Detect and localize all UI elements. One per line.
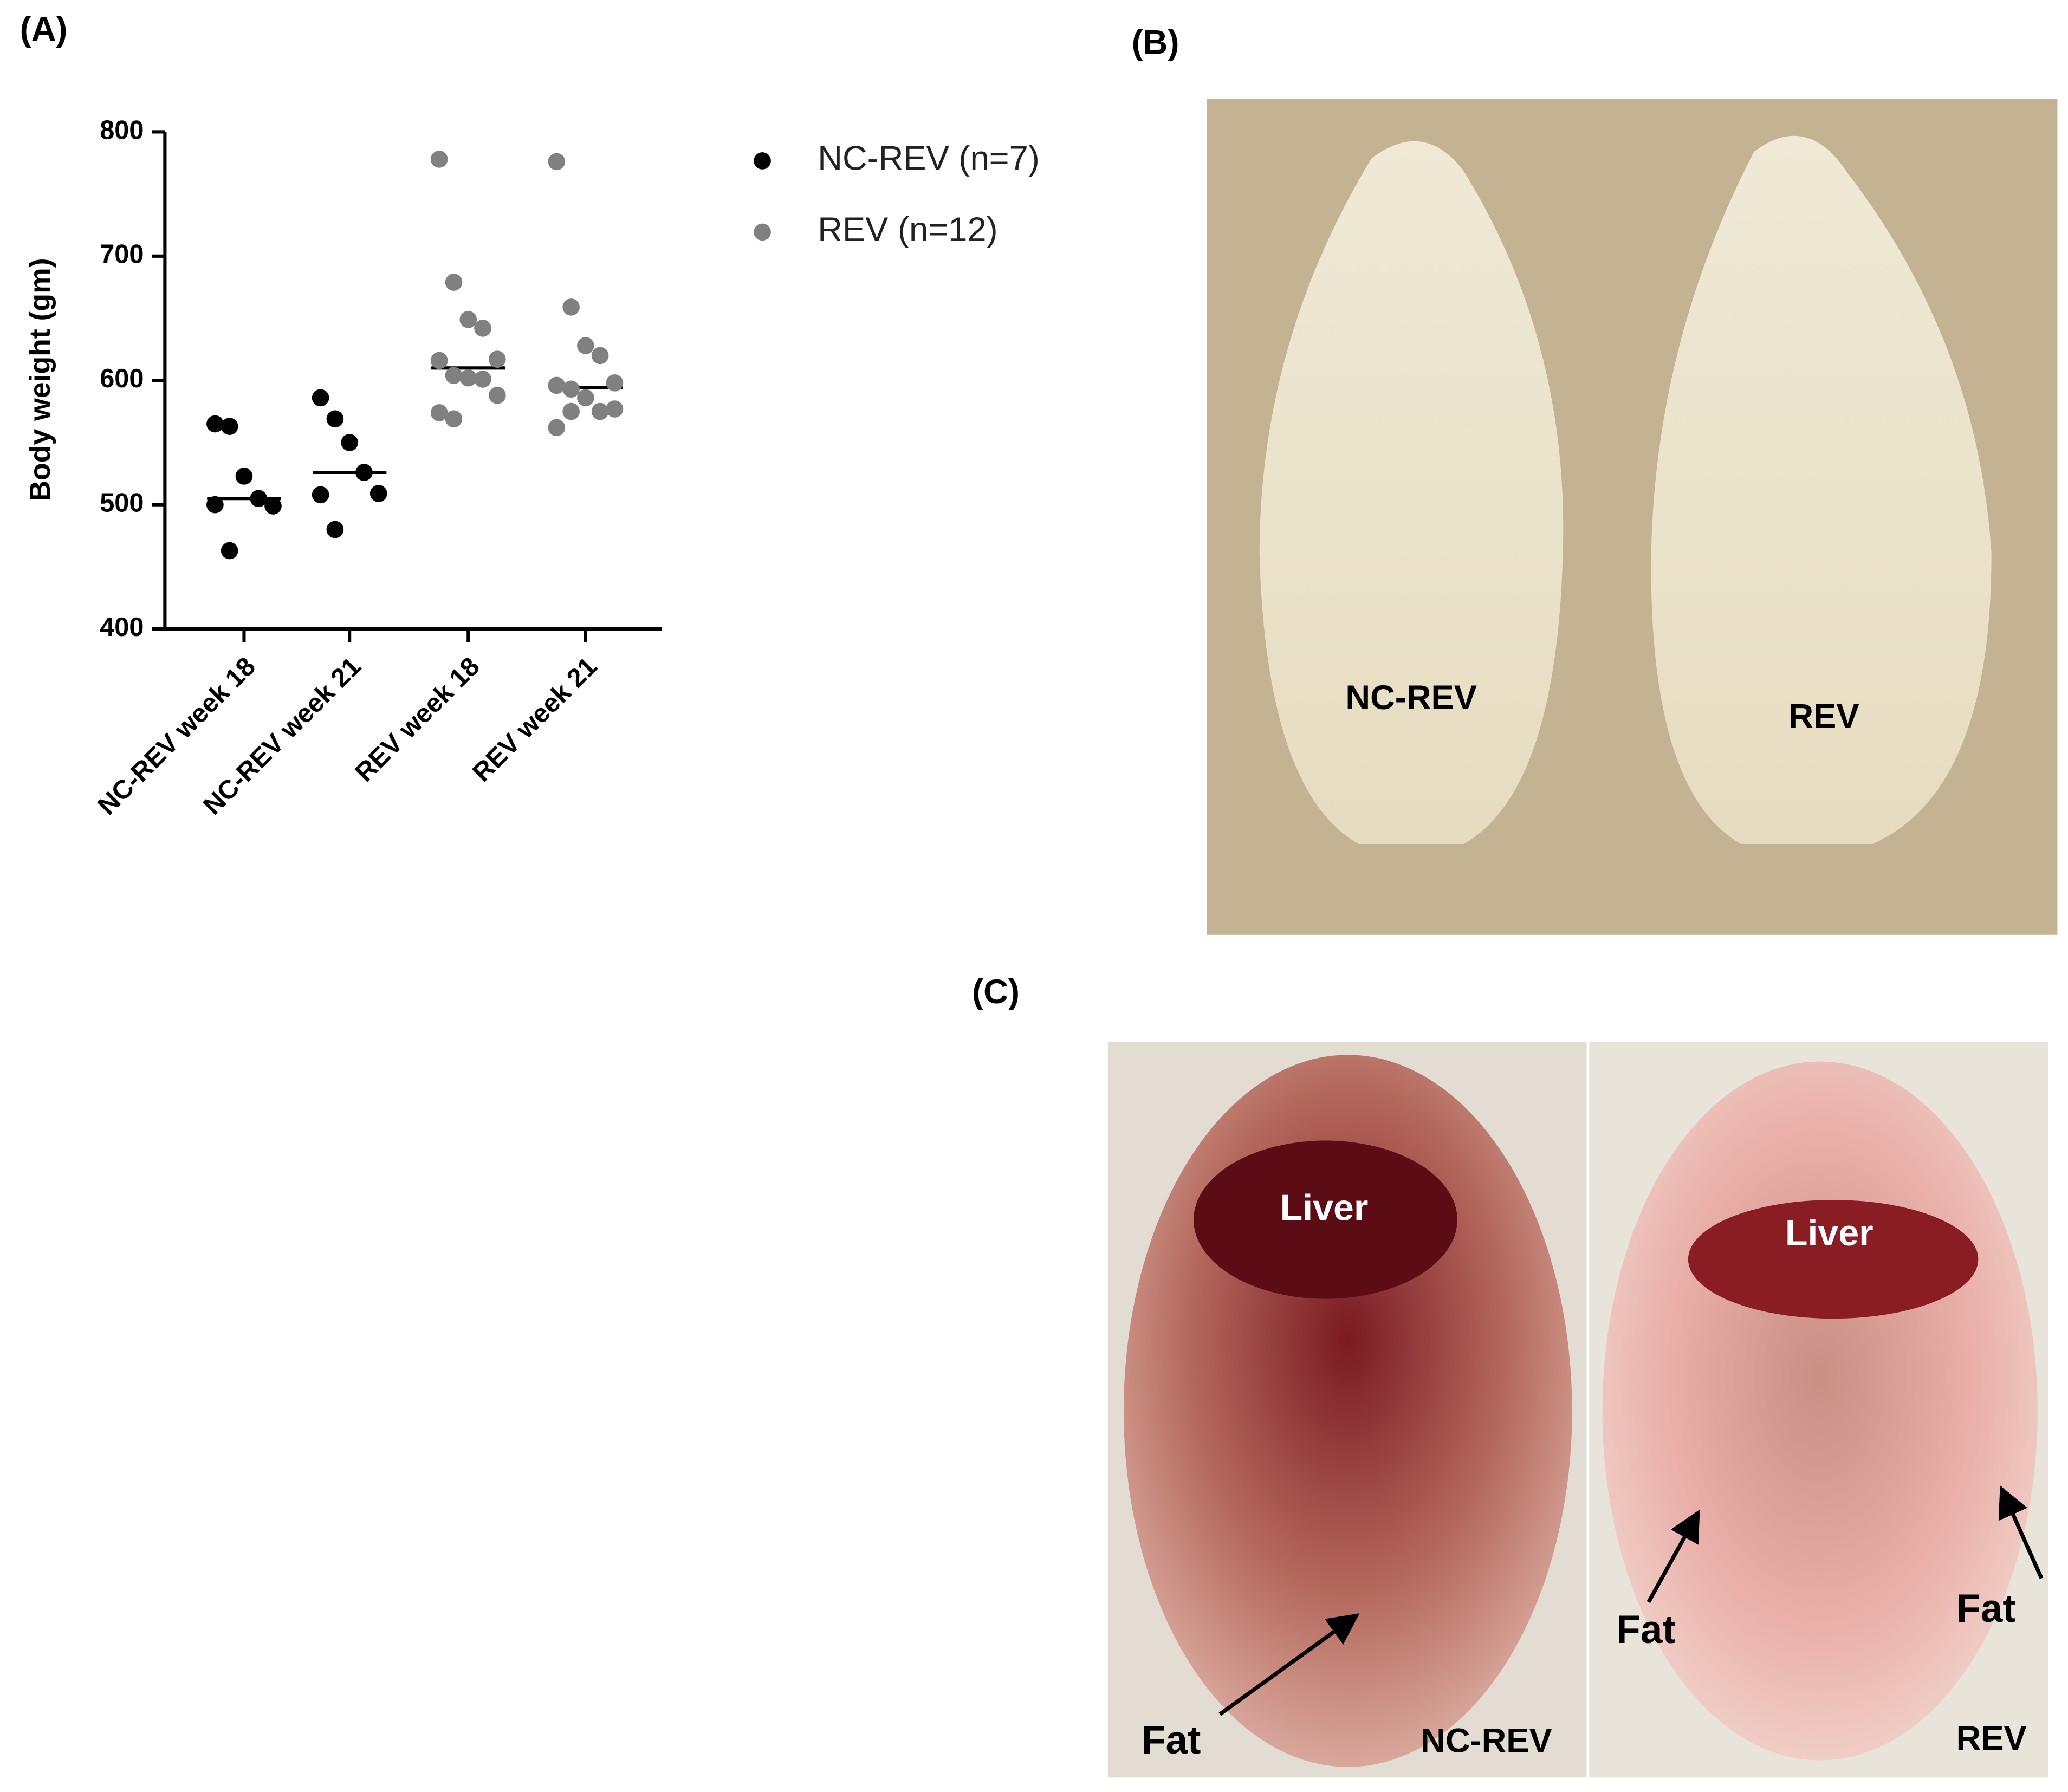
legend-label: REV (n=12) [818, 211, 997, 249]
y-tick-label: 700 [100, 240, 144, 269]
data-point [562, 298, 580, 316]
x-tick-label: REV week 21 [467, 652, 603, 788]
data-point [326, 521, 344, 538]
photo-c [1107, 1041, 2048, 1778]
data-point [221, 542, 238, 560]
data-point [591, 347, 609, 365]
data-point [430, 404, 448, 421]
data-point [577, 389, 594, 407]
data-point [312, 486, 329, 504]
data-point [445, 367, 463, 384]
organ-label: Liver [1785, 1212, 1873, 1254]
data-point [548, 153, 566, 171]
data-point [206, 496, 224, 514]
data-point [445, 274, 463, 291]
data-point [355, 464, 373, 481]
y-tick-label: 400 [100, 613, 144, 642]
fat-label: Fat [1956, 1587, 2016, 1631]
data-point [445, 410, 463, 428]
panel-label: (C) [972, 973, 1020, 1011]
data-point [577, 337, 594, 354]
legend-label: NC-REV (n=7) [818, 140, 1040, 178]
data-point [459, 311, 477, 328]
organ-label: Liver [1280, 1187, 1369, 1229]
data-point [430, 352, 448, 369]
x-tick-label: REV week 18 [349, 652, 485, 788]
data-point [606, 400, 624, 418]
data-point [206, 415, 224, 433]
data-point [341, 434, 359, 451]
data-point [474, 320, 491, 337]
group-label: REV [1956, 1719, 2027, 1757]
fat-label: Fat [1616, 1608, 1676, 1652]
data-point [235, 468, 253, 485]
data-point [264, 497, 282, 515]
data-point [221, 418, 238, 435]
data-point [312, 389, 329, 407]
data-point [606, 374, 624, 392]
panel-label: (B) [1132, 23, 1179, 61]
group-label: NC-REV [1421, 1722, 1552, 1760]
data-point [591, 402, 609, 420]
data-point [488, 386, 506, 404]
data-point [474, 371, 491, 388]
fat-label: Fat [1142, 1718, 1201, 1762]
panel-label: (A) [20, 10, 68, 48]
data-point [548, 419, 566, 437]
photo-label: REV [1789, 697, 1859, 735]
data-point [430, 151, 448, 168]
photo-b [1207, 99, 2058, 935]
data-point [250, 490, 268, 508]
photo-label: NC-REV [1345, 679, 1477, 717]
data-point [488, 350, 506, 368]
data-point [369, 485, 387, 502]
data-point [326, 410, 344, 428]
data-point [459, 369, 477, 387]
data-point [562, 380, 580, 398]
y-tick-label: 500 [100, 489, 144, 518]
y-tick-label: 600 [100, 364, 144, 393]
y-tick-label: 800 [100, 115, 144, 145]
y-axis-label: Body weight (gm) [24, 258, 56, 501]
data-point [548, 376, 566, 394]
legend-marker [754, 152, 771, 170]
data-point [562, 402, 580, 420]
legend-marker [754, 223, 771, 241]
